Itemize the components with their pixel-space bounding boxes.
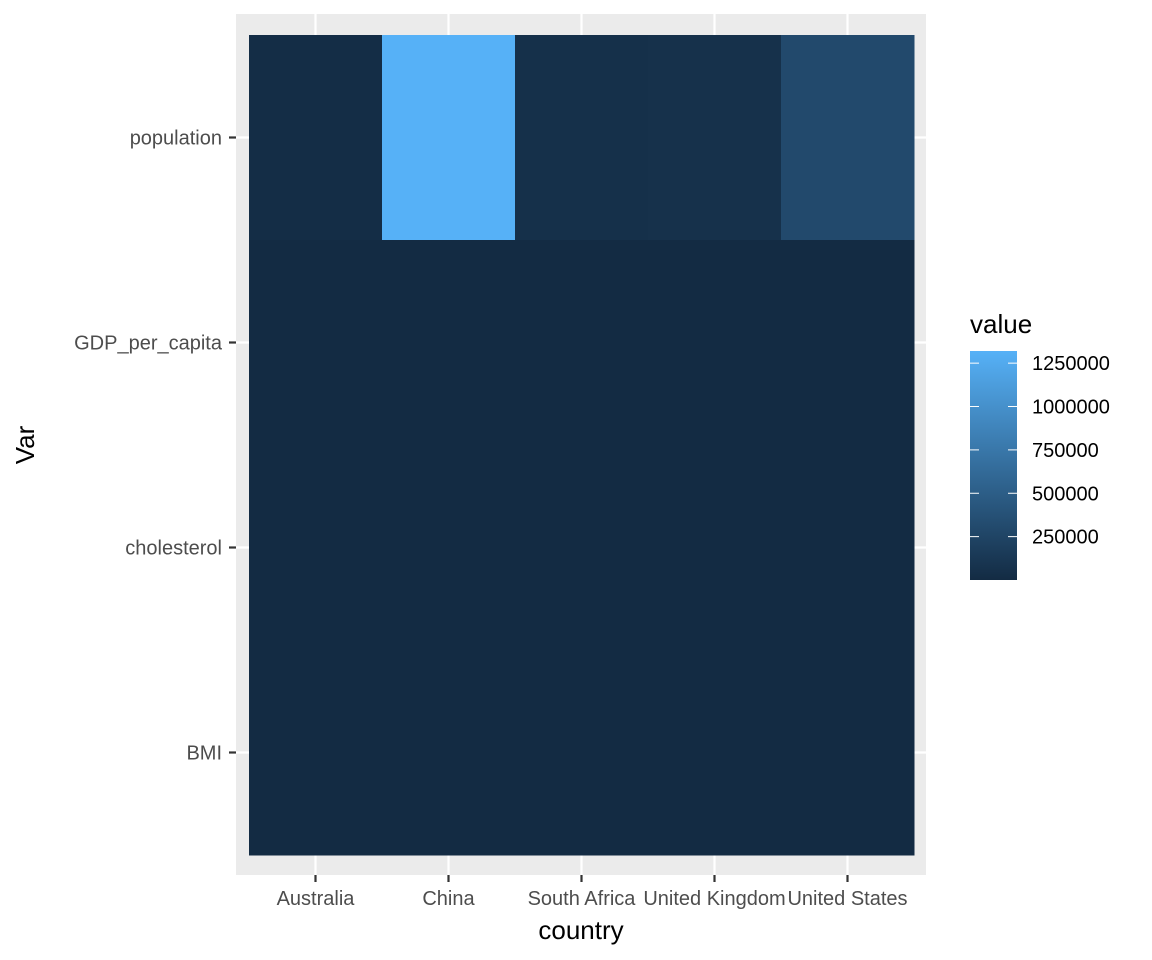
cell-south-africa-gdp-per-capita: [515, 240, 649, 446]
legend-label-250000: 250000: [1032, 527, 1099, 549]
cell-australia-gdp-per-capita: [249, 240, 383, 446]
cell-united-states-population: [781, 35, 915, 241]
cell-united-kingdom-bmi: [648, 650, 782, 856]
y-axis-title: Var: [10, 425, 40, 464]
cell-united-kingdom-cholesterol: [648, 445, 782, 651]
cell-china-cholesterol: [382, 445, 516, 651]
cell-china-bmi: [382, 650, 516, 856]
cell-china-population: [382, 35, 516, 241]
y-tick-label-cholesterol: cholesterol: [125, 538, 222, 560]
cell-united-states-gdp-per-capita: [781, 240, 915, 446]
cell-south-africa-cholesterol: [515, 445, 649, 651]
legend-title: value: [970, 309, 1032, 339]
cell-united-kingdom-population: [648, 35, 782, 241]
legend-ticks: 1250000 1000000 750000 500000 250000: [970, 353, 1110, 549]
cell-south-africa-bmi: [515, 650, 649, 856]
cell-china-gdp-per-capita: [382, 240, 516, 446]
legend: value 1250000 1000000 750000 500000 250000: [970, 309, 1110, 580]
cell-united-kingdom-gdp-per-capita: [648, 240, 782, 446]
cell-australia-cholesterol: [249, 445, 383, 651]
y-tick-label-bmi: BMI: [186, 743, 222, 765]
legend-label-750000: 750000: [1032, 440, 1099, 462]
cell-united-states-bmi: [781, 650, 915, 856]
cell-australia-bmi: [249, 650, 383, 856]
cell-south-africa-population: [515, 35, 649, 241]
y-axis: BMI cholesterol GDP_per_capita population: [74, 128, 236, 765]
legend-colorbar: [970, 351, 1017, 580]
legend-label-1000000: 1000000: [1032, 397, 1110, 419]
y-tick-label-gdp-per-capita: GDP_per_capita: [74, 333, 223, 355]
x-tick-label-united-states: United States: [787, 888, 907, 910]
x-tick-label-south-africa: South Africa: [528, 888, 637, 910]
cell-united-states-cholesterol: [781, 445, 915, 651]
x-tick-label-australia: Australia: [277, 888, 356, 910]
cell-australia-population: [249, 35, 383, 241]
x-tick-label-china: China: [422, 888, 475, 910]
x-axis: Australia China South Africa United Kingdom…: [277, 875, 908, 910]
y-tick-label-population: population: [130, 128, 222, 150]
legend-label-500000: 500000: [1032, 483, 1099, 505]
heatmap-cells: [249, 35, 915, 856]
x-axis-title: country: [538, 915, 623, 945]
legend-label-1250000: 1250000: [1032, 353, 1110, 375]
x-tick-label-united-kingdom: United Kingdom: [643, 888, 785, 910]
